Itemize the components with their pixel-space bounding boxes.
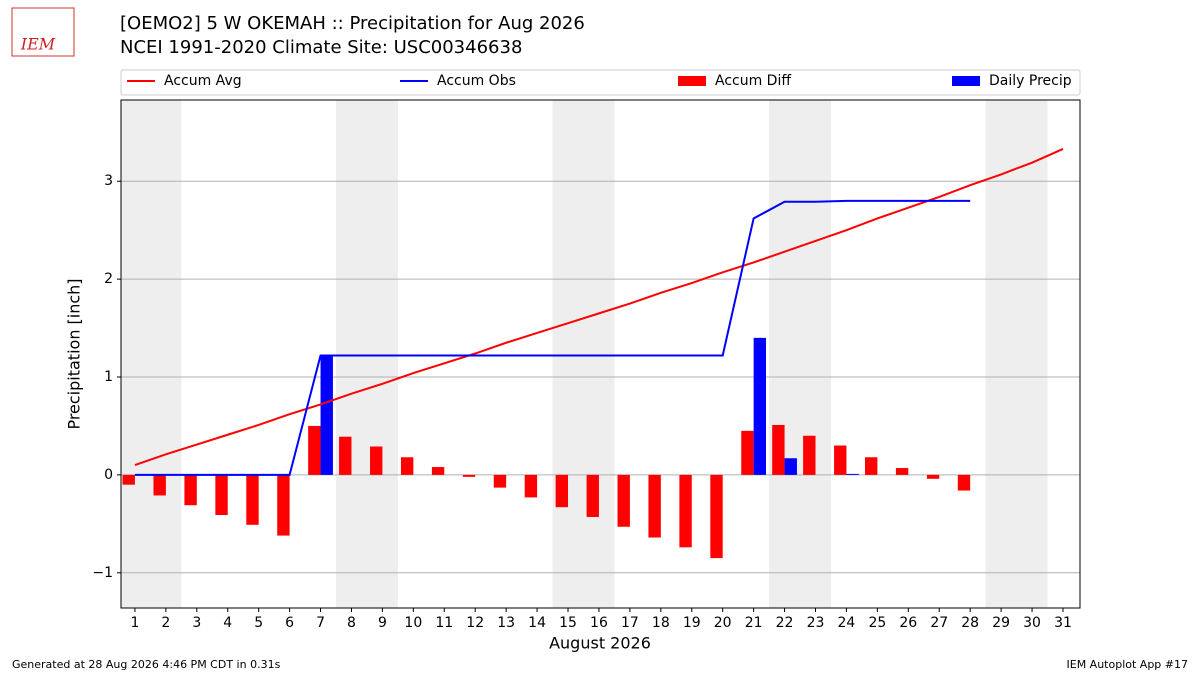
x-tick-label: 12	[466, 615, 484, 631]
footer-right: IEM Autoplot App #17	[1067, 658, 1189, 671]
bar	[555, 474, 569, 508]
legend-swatch	[952, 76, 980, 86]
bar	[586, 474, 599, 517]
y-axis-label: Precipitation [inch]	[65, 278, 84, 429]
plot-frame	[120, 99, 1081, 609]
logo: IEM	[20, 35, 56, 54]
x-tick-label: 5	[254, 615, 263, 631]
x-tick-label: 14	[528, 615, 546, 631]
weekend-band	[985, 100, 1048, 608]
x-tick-label: 18	[652, 615, 670, 631]
x-tick-label: 7	[316, 615, 325, 631]
bar	[803, 435, 816, 475]
line	[134, 199, 971, 476]
x-tick-label: 26	[899, 615, 917, 631]
x-tick-label: 23	[807, 615, 825, 631]
bar	[895, 468, 909, 475]
x-tick-label: 4	[223, 615, 232, 631]
bar	[846, 473, 859, 475]
x-tick-label: 25	[868, 615, 886, 631]
bar	[648, 474, 661, 538]
bar	[524, 474, 538, 498]
legend-label: Accum Diff	[715, 73, 791, 89]
x-axis-label: August 2026	[549, 634, 651, 653]
bar	[926, 474, 940, 479]
x-tick-label: 6	[285, 615, 294, 631]
legend-swatch	[678, 76, 706, 86]
y-tick-label: 2	[104, 271, 113, 287]
line	[134, 148, 1064, 467]
bar	[215, 474, 228, 516]
x-tick-label: 9	[378, 615, 387, 631]
y-tick-label: −1	[92, 565, 113, 581]
x-tick-label: 15	[559, 615, 577, 631]
legend-label: Accum Avg	[164, 73, 242, 89]
y-tick-label: 3	[104, 173, 113, 189]
x-tick-label: 20	[714, 615, 732, 631]
bar	[834, 445, 847, 475]
bar	[462, 474, 476, 477]
x-tick-label: 11	[435, 615, 453, 631]
bar	[617, 474, 630, 527]
x-tick-label: 8	[347, 615, 356, 631]
x-tick-label: 24	[838, 615, 856, 631]
y-tick-label: 1	[104, 369, 113, 385]
bar	[308, 425, 321, 475]
x-tick-label: 13	[497, 615, 515, 631]
footer-left: Generated at 28 Aug 2026 4:46 PM CDT in …	[12, 658, 281, 671]
bar	[277, 474, 290, 536]
chart-title: [OEMO2] 5 W OKEMAH :: Precipitation for …	[120, 13, 585, 34]
x-tick-label: 17	[621, 615, 639, 631]
x-tick-label: 28	[961, 615, 979, 631]
x-tick-label: 10	[404, 615, 422, 631]
x-tick-label: 1	[130, 615, 139, 631]
bar	[339, 436, 352, 475]
x-tick-label: 16	[590, 615, 608, 631]
bar	[122, 474, 135, 485]
bar	[246, 474, 259, 525]
bar	[370, 446, 383, 475]
bar	[710, 474, 723, 559]
bar	[493, 474, 507, 488]
bar	[772, 424, 785, 475]
x-tick-label: 19	[683, 615, 701, 631]
x-tick-label: 31	[1054, 615, 1072, 631]
bar	[431, 467, 445, 475]
legend-label: Accum Obs	[437, 73, 516, 89]
x-tick-label: 30	[1023, 615, 1041, 631]
weekend-band	[769, 100, 831, 608]
x-tick-label: 3	[192, 615, 201, 631]
x-tick-label: 2	[161, 615, 170, 631]
bar	[741, 430, 754, 475]
bar	[864, 457, 878, 475]
weekend-band	[121, 100, 182, 608]
x-tick-label: 27	[930, 615, 948, 631]
x-tick-label: 21	[745, 615, 763, 631]
legend-label: Daily Precip	[989, 73, 1072, 89]
x-tick-label: 22	[776, 615, 794, 631]
bar	[784, 458, 797, 475]
weekend-band	[336, 100, 398, 608]
weekend-band	[552, 100, 615, 608]
bar	[153, 474, 166, 496]
bar	[679, 474, 692, 548]
bar	[400, 457, 414, 475]
logo-frame	[11, 7, 75, 57]
y-tick-label: 0	[104, 467, 113, 483]
x-tick-label: 29	[992, 615, 1010, 631]
bar	[184, 474, 197, 506]
bar	[957, 474, 971, 491]
bar	[753, 337, 767, 475]
chart-subtitle: NCEI 1991-2020 Climate Site: USC00346638	[120, 37, 522, 58]
legend	[120, 69, 1081, 96]
bar	[320, 355, 333, 475]
